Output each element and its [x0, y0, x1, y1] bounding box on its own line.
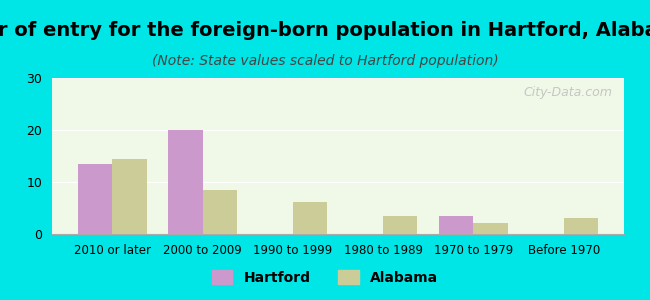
Bar: [383, 216, 417, 234]
Bar: [203, 190, 237, 234]
Bar: [439, 216, 473, 234]
Text: (Note: State values scaled to Hartford population): (Note: State values scaled to Hartford p…: [151, 54, 499, 68]
Legend: Hartford, Alabama: Hartford, Alabama: [206, 264, 444, 290]
Bar: [78, 164, 112, 234]
Text: City-Data.com: City-Data.com: [524, 86, 612, 99]
Bar: [112, 159, 147, 234]
Bar: [473, 223, 508, 234]
Bar: [564, 218, 598, 234]
Text: Year of entry for the foreign-born population in Hartford, Alabama: Year of entry for the foreign-born popul…: [0, 21, 650, 40]
Bar: [293, 202, 327, 234]
Bar: [168, 130, 203, 234]
